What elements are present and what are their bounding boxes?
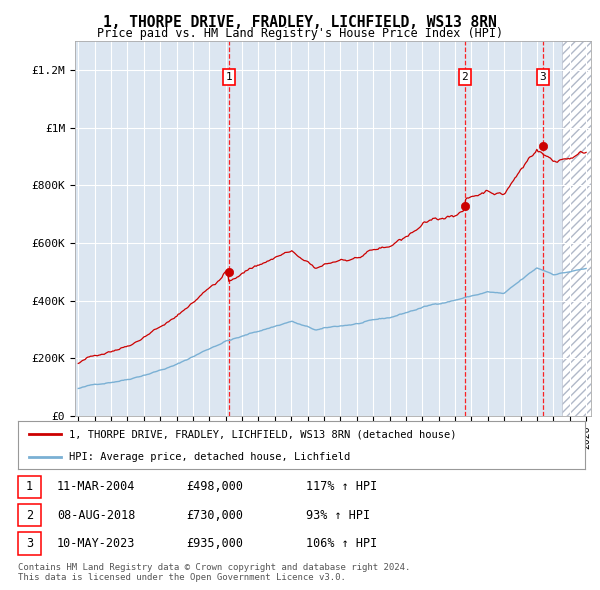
Text: 1, THORPE DRIVE, FRADLEY, LICHFIELD, WS13 8RN: 1, THORPE DRIVE, FRADLEY, LICHFIELD, WS1…: [103, 15, 497, 30]
Text: Price paid vs. HM Land Registry's House Price Index (HPI): Price paid vs. HM Land Registry's House …: [97, 27, 503, 40]
Text: £935,000: £935,000: [186, 537, 243, 550]
Text: 3: 3: [539, 72, 546, 82]
Text: £498,000: £498,000: [186, 480, 243, 493]
Text: 1: 1: [26, 480, 33, 493]
Text: Contains HM Land Registry data © Crown copyright and database right 2024.
This d: Contains HM Land Registry data © Crown c…: [18, 563, 410, 582]
Text: HPI: Average price, detached house, Lichfield: HPI: Average price, detached house, Lich…: [69, 452, 350, 462]
Text: 10-MAY-2023: 10-MAY-2023: [57, 537, 136, 550]
Text: 93% ↑ HPI: 93% ↑ HPI: [306, 509, 370, 522]
Text: 117% ↑ HPI: 117% ↑ HPI: [306, 480, 377, 493]
Text: £730,000: £730,000: [186, 509, 243, 522]
Text: 1: 1: [226, 72, 232, 82]
Bar: [562, 41, 591, 416]
Text: 1, THORPE DRIVE, FRADLEY, LICHFIELD, WS13 8RN (detached house): 1, THORPE DRIVE, FRADLEY, LICHFIELD, WS1…: [69, 429, 457, 439]
Text: 3: 3: [26, 537, 33, 550]
Text: 11-MAR-2004: 11-MAR-2004: [57, 480, 136, 493]
Text: 106% ↑ HPI: 106% ↑ HPI: [306, 537, 377, 550]
Text: 08-AUG-2018: 08-AUG-2018: [57, 509, 136, 522]
Text: 2: 2: [461, 72, 468, 82]
Text: 2: 2: [26, 509, 33, 522]
